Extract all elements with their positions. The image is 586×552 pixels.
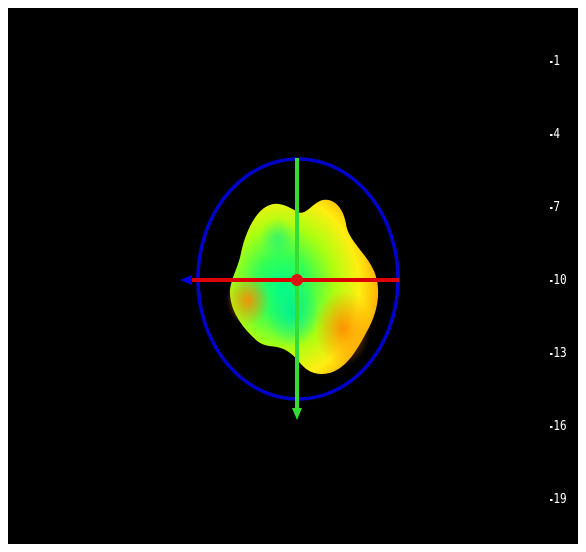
- scene-canvas[interactable]: [8, 8, 578, 544]
- depth-tick: 10: [550, 274, 567, 288]
- heat-surface: [226, 199, 379, 374]
- depth-tick: 4: [550, 128, 560, 142]
- depth-tick: 19: [550, 493, 567, 507]
- tick-mark: [550, 498, 553, 501]
- tick-mark: [550, 60, 553, 63]
- down-arrow-icon: [292, 408, 302, 420]
- depth-tick: 7: [550, 201, 560, 215]
- depth-scale: 1 4 7 10 13 16 19: [528, 8, 578, 544]
- tick-mark: [550, 425, 553, 428]
- tick-mark: [550, 279, 553, 282]
- tick-mark: [550, 352, 553, 355]
- depth-tick: 1: [550, 55, 560, 69]
- depth-tick: 13: [550, 347, 567, 361]
- tick-mark: [550, 206, 553, 209]
- 3d-viewport[interactable]: 1 4 7 10 13 16 19: [8, 8, 578, 544]
- center-marker[interactable]: [291, 274, 303, 286]
- depth-tick: 16: [550, 420, 567, 434]
- tick-mark: [550, 133, 553, 136]
- left-arrow-icon: [180, 275, 192, 285]
